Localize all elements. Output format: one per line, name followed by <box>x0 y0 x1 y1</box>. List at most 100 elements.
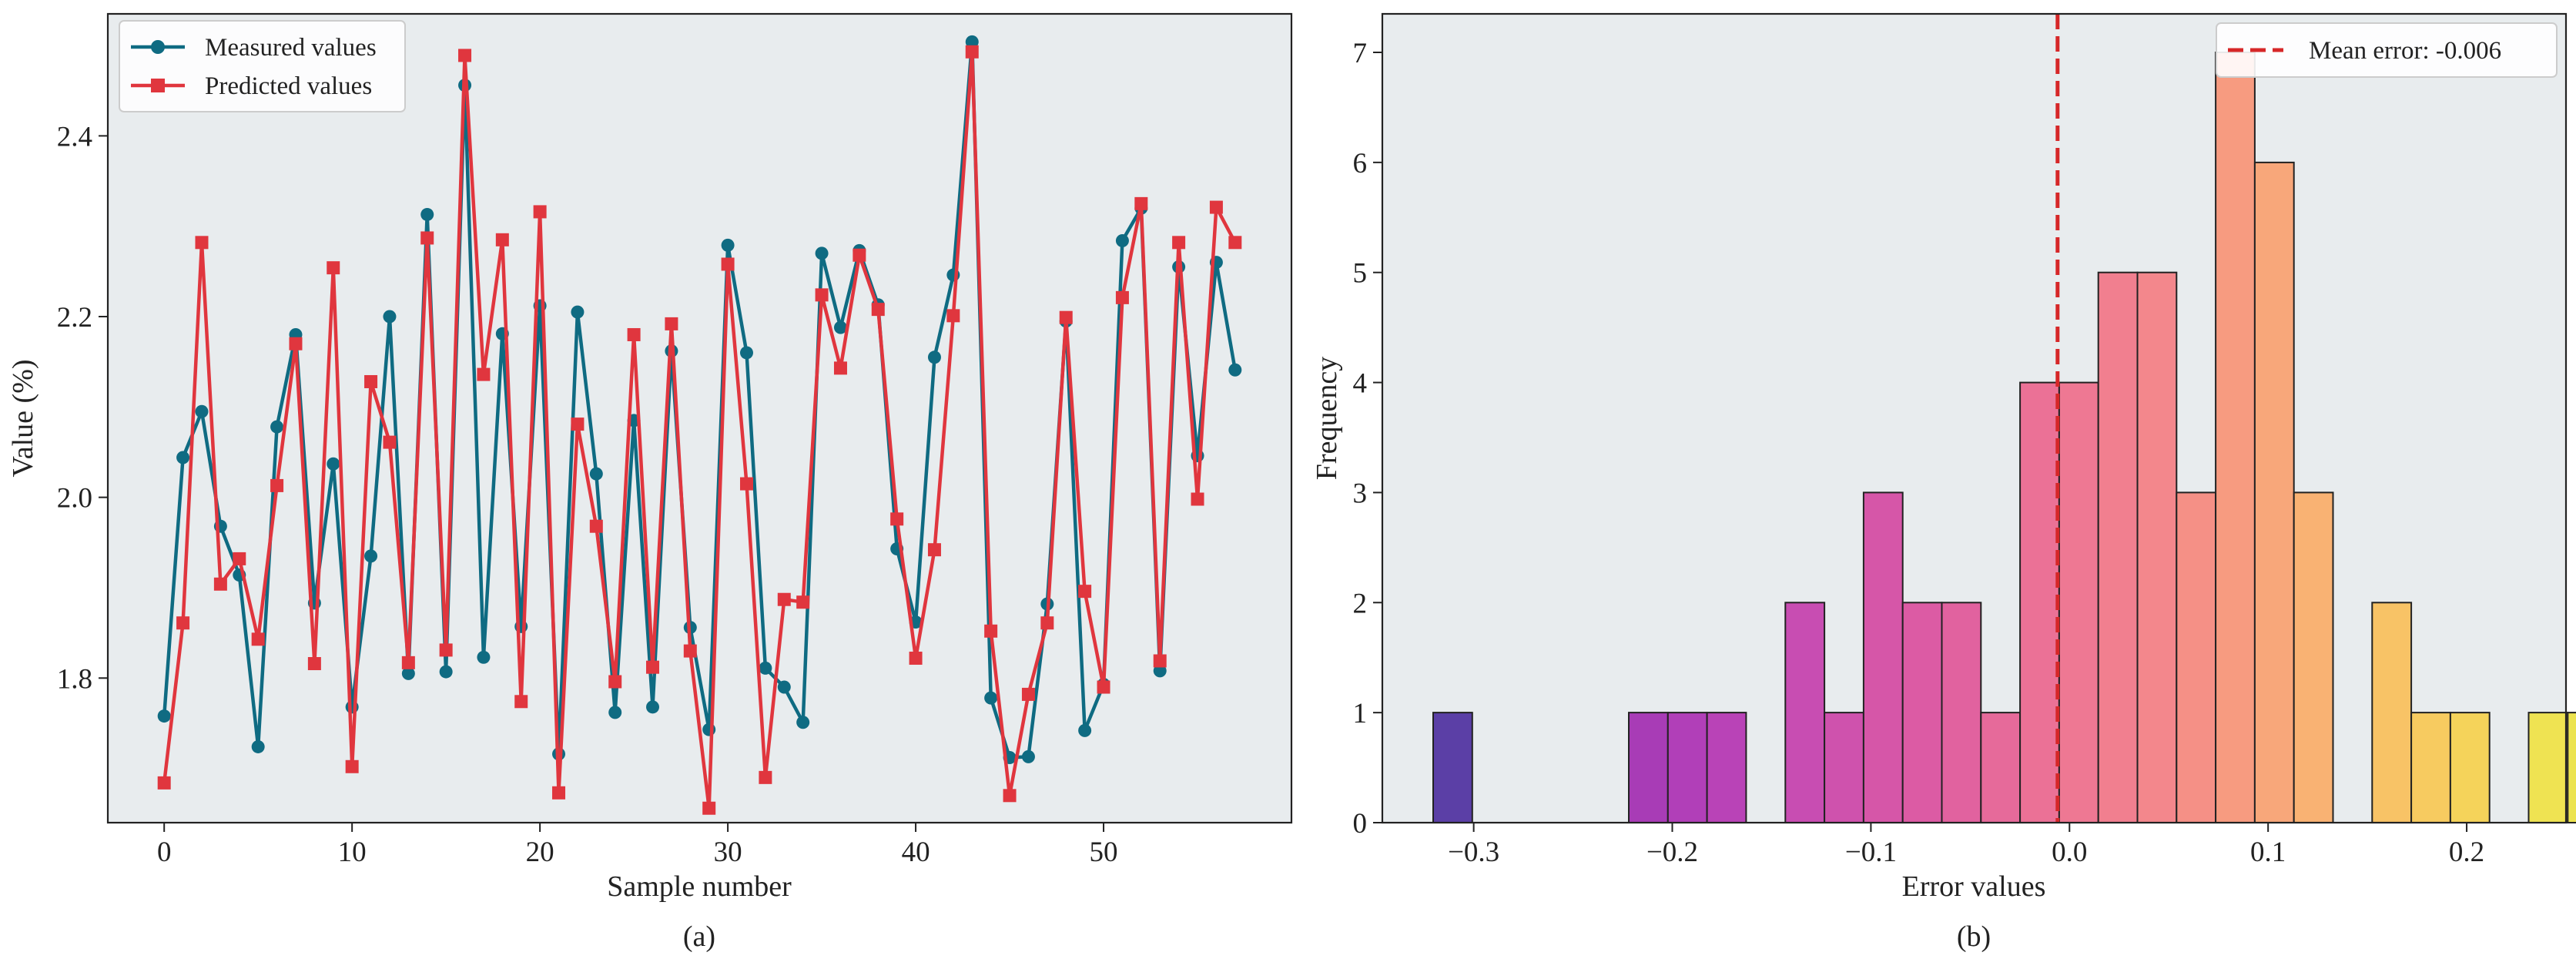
y-tick-label: 2.0 <box>57 483 92 515</box>
data-point <box>721 238 735 252</box>
y-tick-label: 4 <box>1353 368 1368 400</box>
data-point <box>439 665 453 679</box>
data-point <box>1078 585 1092 599</box>
data-point <box>1078 723 1092 737</box>
legend-box <box>2216 22 2558 78</box>
data-point <box>195 236 209 250</box>
histogram-bar <box>1862 491 1904 824</box>
histogram-bar <box>2176 491 2217 824</box>
x-tick-label: 0 <box>157 837 172 868</box>
data-point <box>157 709 171 723</box>
y-tick-label: 2.4 <box>57 121 92 153</box>
data-point <box>1191 492 1204 506</box>
data-point <box>195 404 209 418</box>
y-tick-label: 2.2 <box>57 302 92 334</box>
x-axis-label: Error values <box>1902 870 2046 903</box>
data-point <box>927 350 941 364</box>
plot-frame-b <box>1381 12 2568 824</box>
data-point <box>871 303 885 317</box>
histogram-bar <box>1824 712 1864 823</box>
data-point <box>327 457 340 471</box>
data-point <box>833 361 847 375</box>
x-tick-label: 40 <box>902 837 930 868</box>
y-tick-label: 1.8 <box>57 663 92 695</box>
data-point <box>984 691 998 705</box>
data-point <box>589 519 603 533</box>
legend-box <box>119 20 406 112</box>
data-point <box>458 49 472 62</box>
histogram-bar <box>1941 602 1982 823</box>
x-tick-label: 10 <box>338 837 367 868</box>
data-point <box>721 257 735 271</box>
data-point <box>815 246 829 260</box>
y-tick-label: 0 <box>1353 808 1368 840</box>
x-tick-label: −0.2 <box>1646 837 1698 868</box>
data-point <box>251 739 265 753</box>
histogram-bar <box>1980 712 2022 823</box>
histogram-bar <box>2019 381 2060 824</box>
data-point <box>777 680 791 694</box>
data-point <box>1003 789 1017 803</box>
data-point <box>759 661 772 675</box>
data-point <box>1021 749 1035 763</box>
data-point <box>345 759 359 773</box>
data-point <box>157 776 171 790</box>
histogram-bar <box>1628 712 1669 823</box>
data-point <box>327 261 340 275</box>
data-point <box>571 417 585 431</box>
data-point <box>307 657 321 671</box>
legend-marker-circle <box>151 40 165 54</box>
data-point <box>646 660 660 674</box>
data-point <box>213 577 227 591</box>
line-chart-panel: 0 10 20 30 40 50 1.8 2.0 2.2 2.4 Sample number Va… <box>7 12 1293 953</box>
x-tick-label: 50 <box>1090 837 1118 868</box>
histogram-bar <box>2410 712 2451 823</box>
y-tick-label: 1 <box>1353 698 1368 729</box>
data-point <box>270 478 284 492</box>
y-tick-label: 6 <box>1353 148 1368 179</box>
histogram-bar <box>1667 712 1708 823</box>
data-point <box>176 616 190 630</box>
data-point <box>646 700 660 714</box>
histogram-bar <box>2293 491 2334 824</box>
data-point <box>665 317 678 330</box>
data-point <box>984 624 998 638</box>
series-line <box>162 50 1237 810</box>
legend: Mean error: -0.006 <box>2216 22 2558 78</box>
y-axis-label: Value (%) <box>7 360 39 478</box>
data-point <box>815 288 829 302</box>
data-point <box>571 305 585 319</box>
data-point <box>627 327 641 341</box>
histogram-bar <box>1432 712 1473 823</box>
data-point <box>401 666 415 680</box>
data-point <box>1115 233 1129 247</box>
data-point <box>927 543 941 557</box>
histogram-bar <box>2215 52 2256 823</box>
data-point <box>759 770 772 784</box>
data-point <box>439 643 453 657</box>
x-axis-label: Sample number <box>607 870 792 903</box>
x-tick-label: 30 <box>714 837 742 868</box>
data-point <box>1153 654 1167 668</box>
tick-group: −0.3 −0.2 −0.1 0.0 0.1 0.2 0 1 2 3 4 5 6 7 <box>1353 38 2485 868</box>
data-point <box>1097 680 1110 694</box>
x-tick-label: 0.1 <box>2250 837 2286 868</box>
bar-group <box>1432 52 2576 824</box>
legend: Measured values Predicted values <box>119 20 406 112</box>
histogram-bar <box>2527 712 2569 823</box>
data-point <box>965 45 979 59</box>
histogram-bar <box>2371 602 2413 823</box>
data-point <box>533 205 547 219</box>
data-point <box>777 592 791 606</box>
data-point <box>608 675 622 689</box>
data-point <box>1040 616 1054 630</box>
histogram-bar <box>2097 271 2139 823</box>
data-point <box>1153 664 1167 678</box>
panel-caption: (b) <box>1957 920 1991 953</box>
data-point <box>1172 236 1186 250</box>
data-point <box>796 716 810 729</box>
data-point <box>176 451 190 464</box>
data-point <box>1059 310 1073 324</box>
panel-caption: (a) <box>683 920 715 953</box>
histogram-bar <box>1706 712 1747 823</box>
